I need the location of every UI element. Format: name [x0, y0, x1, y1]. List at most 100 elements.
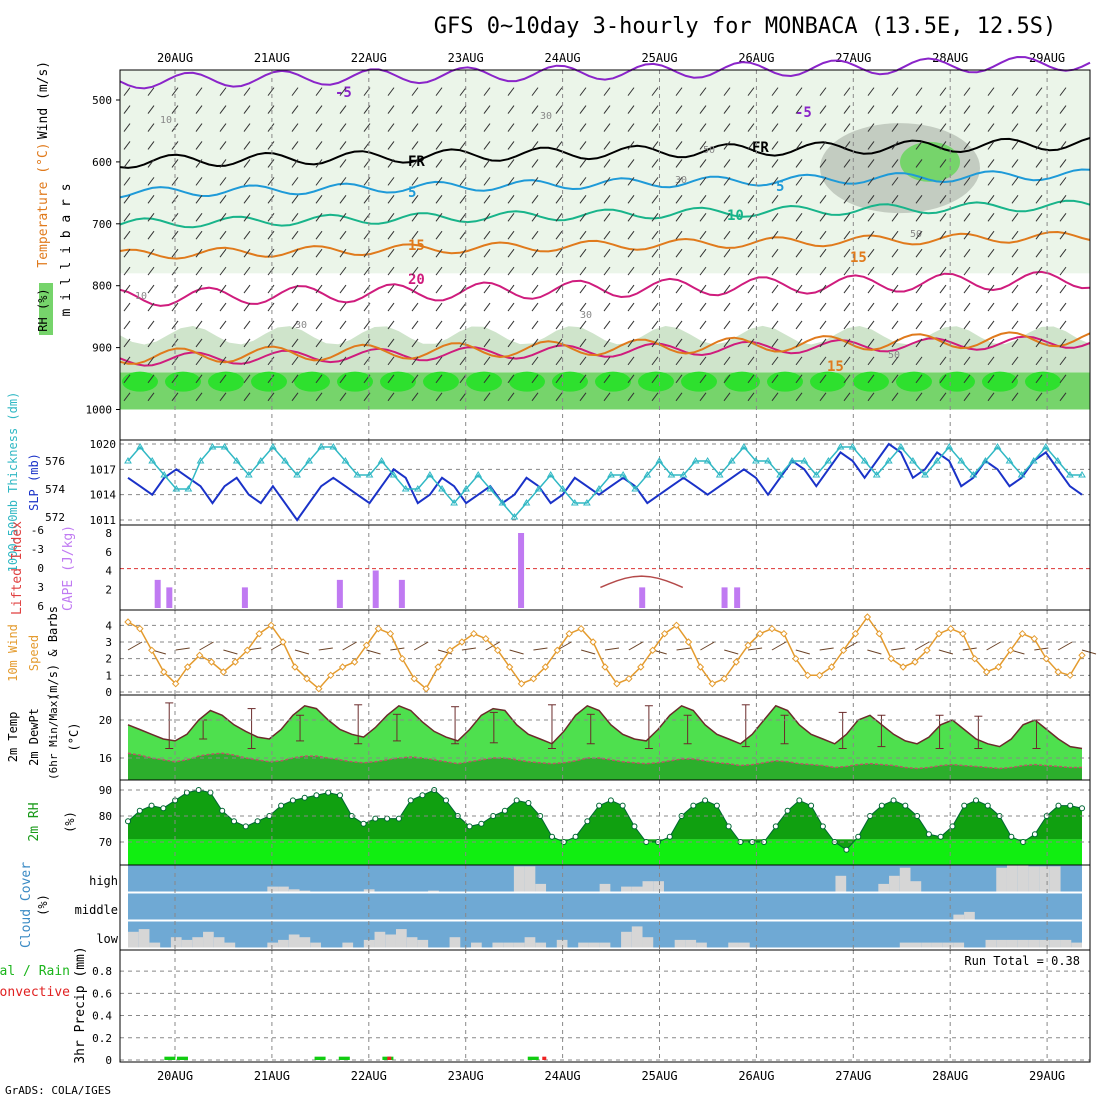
- wind-barb: [987, 248, 995, 258]
- wind-barb: [291, 248, 299, 258]
- wind-barb: [123, 374, 131, 384]
- wind-barb: [1011, 320, 1019, 330]
- wind-barb: [507, 266, 515, 276]
- rh-point: [183, 789, 190, 796]
- thickness-point: [1041, 443, 1050, 450]
- wind-barb: [891, 87, 899, 96]
- wind-barb: [483, 195, 491, 204]
- wind-barb: [435, 248, 443, 258]
- wind-barb: [507, 284, 515, 294]
- wind-barb: [603, 302, 611, 312]
- wind-barb: [291, 356, 299, 366]
- thickness-point: [534, 485, 543, 492]
- wind-barb: [219, 338, 227, 348]
- precip-total-bar: [527, 1056, 539, 1060]
- wind-barb: [267, 195, 275, 204]
- date-label: 25AUG: [641, 51, 677, 65]
- wind-barb: [195, 248, 203, 258]
- wind-barb: [627, 284, 635, 294]
- wind-barb: [339, 177, 347, 186]
- wind-speed-point: [732, 658, 740, 666]
- wind-barb: [747, 392, 755, 402]
- thickness-point: [667, 471, 676, 478]
- wind-barb: [939, 123, 947, 132]
- rh-point: [207, 789, 214, 796]
- wind-barb: [507, 105, 515, 114]
- wind-barb: [243, 356, 251, 366]
- temperature-unit-label: (°C): [67, 723, 81, 752]
- minmax-axis-label: (6hr Min/Max): [47, 694, 60, 780]
- wind-barb: [243, 284, 251, 294]
- wind-barb: [699, 284, 707, 294]
- cloud-bar: [128, 931, 139, 948]
- wind-barb: [267, 320, 275, 330]
- wind-barb: [507, 212, 515, 222]
- wind-barb: [627, 320, 635, 330]
- wind-speed-point: [887, 654, 895, 663]
- wind-barb: [579, 284, 587, 294]
- wind-barb: [1059, 356, 1067, 366]
- wind-speed-point: [350, 658, 359, 666]
- thickness-point: [136, 443, 144, 450]
- thickness-tick-label: 572: [45, 511, 65, 524]
- wind-barb: [603, 105, 611, 114]
- wind-barb: [435, 195, 443, 204]
- upper-air-panel: -5 -5 FR FR 5 5 10 15 15 20 15 10 30 30 50 50 30 30 10 50 50…: [86, 55, 1091, 440]
- wind-speed-point: [255, 629, 263, 638]
- wind-barb: [579, 266, 587, 276]
- wind-barb: [1035, 338, 1043, 348]
- thickness-point: [269, 443, 277, 450]
- wind-barb: [651, 87, 659, 96]
- thickness-point: [897, 443, 905, 450]
- wind-barb: [1057, 641, 1073, 651]
- wind-barb: [483, 248, 491, 258]
- thickness-point: [812, 471, 821, 478]
- wind-barb: [795, 649, 810, 655]
- wind-barb: [387, 177, 395, 186]
- wind-barb: [699, 212, 707, 222]
- rh-point: [713, 802, 720, 809]
- thickness-point: [691, 457, 700, 464]
- wind-barb: [1035, 159, 1043, 168]
- thickness-point: [1029, 457, 1038, 464]
- wind-barb: [557, 641, 572, 651]
- wind-speed-point: [410, 674, 418, 683]
- wind-barb: [771, 302, 779, 312]
- cloud-bar: [278, 939, 289, 948]
- wind-barb: [579, 87, 587, 96]
- wind-barb: [1059, 248, 1067, 258]
- lifted-index-tick-label: 6: [37, 600, 44, 613]
- wind-barb: [819, 141, 827, 150]
- wind-barb: [147, 338, 155, 348]
- wind-barb: [795, 374, 803, 384]
- wind-speed-point: [923, 646, 931, 655]
- thickness-point: [426, 471, 434, 478]
- thickness-point: [510, 513, 519, 520]
- wind-barb: [771, 212, 779, 222]
- wind-barb: [555, 230, 563, 240]
- wind-barb: [459, 338, 467, 348]
- cloud-bar: [503, 942, 514, 948]
- wind-speed-point: [517, 679, 526, 688]
- wind-barb: [843, 302, 851, 312]
- wind-speed-point: [207, 658, 216, 666]
- wind-barb: [507, 356, 515, 366]
- wind-barb: [651, 284, 659, 294]
- wind-barb: [147, 320, 155, 330]
- wind-barb: [675, 392, 683, 402]
- wind-barb: [219, 87, 227, 96]
- wind-barb: [867, 177, 875, 186]
- wind-barb: [1035, 105, 1043, 114]
- wind-barb: [987, 230, 995, 240]
- wind-barb: [1035, 177, 1043, 186]
- wind-speed-point: [815, 671, 824, 680]
- dewpoint-line: [127, 752, 1082, 770]
- wind-barb: [483, 141, 491, 150]
- wind-barb: [171, 248, 179, 258]
- wind-barb: [963, 248, 971, 258]
- wind-barb: [675, 141, 683, 150]
- temperature-area: [128, 705, 1082, 780]
- cloud-bar: [1028, 939, 1040, 948]
- rh-saturated-blob: [380, 371, 416, 392]
- rh-point: [419, 792, 426, 799]
